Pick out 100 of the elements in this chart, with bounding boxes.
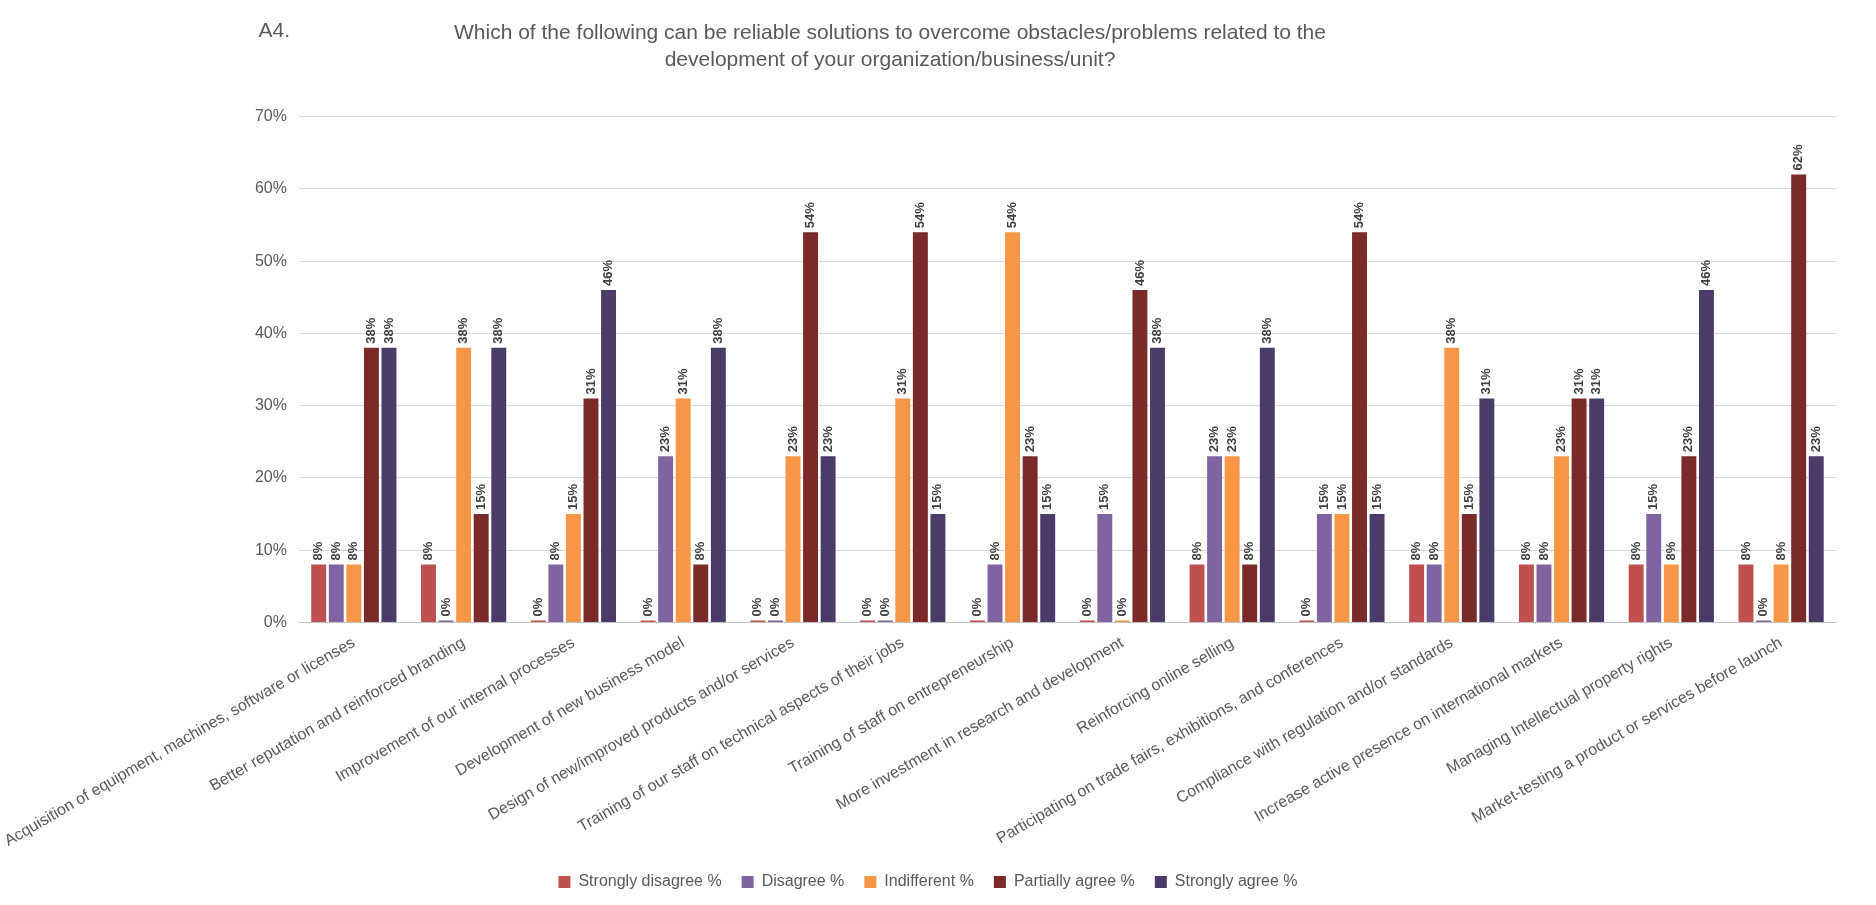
data-label: 8% <box>1627 541 1643 561</box>
data-label: 0% <box>767 597 783 617</box>
data-label: 0% <box>1078 597 1094 617</box>
bar <box>491 347 507 622</box>
data-label: 31% <box>1588 367 1604 395</box>
data-label: 0% <box>639 597 655 617</box>
bar <box>421 564 436 622</box>
bar <box>1189 564 1205 622</box>
bar <box>1738 564 1754 622</box>
bar <box>1022 456 1038 622</box>
bar <box>1040 514 1056 622</box>
bar <box>1808 456 1824 622</box>
bar <box>820 456 836 622</box>
bar <box>1259 347 1275 622</box>
bar <box>328 564 344 622</box>
data-label: 0% <box>876 597 892 617</box>
data-label: 46% <box>1131 259 1147 287</box>
data-label: 38% <box>455 317 471 344</box>
bar <box>548 564 564 622</box>
data-label: 8% <box>986 541 1002 561</box>
data-label: 8% <box>1535 541 1551 561</box>
legend-label: Strongly disagree % <box>578 872 722 890</box>
data-label: 8% <box>1517 541 1533 561</box>
data-label: 0% <box>1113 597 1129 617</box>
bar <box>1554 456 1569 622</box>
bar <box>710 347 726 622</box>
data-label: 31% <box>894 367 910 395</box>
bar <box>1646 514 1662 622</box>
data-label: 8% <box>1241 541 1257 561</box>
legend-label: Disagree % <box>761 872 845 890</box>
bar <box>1150 347 1165 622</box>
bar <box>1773 564 1789 622</box>
data-label: 8% <box>1425 541 1441 561</box>
data-label: 15% <box>1645 483 1661 510</box>
y-tick-label: 60% <box>254 179 287 197</box>
data-label: 46% <box>1698 259 1714 287</box>
bar <box>1369 514 1385 622</box>
data-label: 8% <box>547 541 563 561</box>
data-label: 15% <box>1039 483 1055 510</box>
data-label: 0% <box>529 597 545 617</box>
bar <box>930 514 946 622</box>
data-label: 23% <box>1223 425 1239 453</box>
bar <box>1097 514 1113 622</box>
data-label: 0% <box>437 597 453 617</box>
bar <box>693 564 709 622</box>
bar <box>803 232 819 622</box>
data-label: 54% <box>911 201 927 229</box>
bar <box>1224 456 1240 622</box>
data-label: 62% <box>1790 143 1806 171</box>
bar <box>1698 290 1714 622</box>
y-tick-label: 50% <box>254 251 287 269</box>
data-label: 23% <box>1206 425 1222 453</box>
data-label: 15% <box>1333 483 1349 510</box>
data-label: 8% <box>310 541 326 561</box>
legend-label: Indifferent % <box>884 872 974 890</box>
data-label: 31% <box>674 367 690 395</box>
data-label: 38% <box>709 317 725 344</box>
bar <box>1316 514 1332 622</box>
data-label: 23% <box>819 425 835 453</box>
legend-label: Strongly agree % <box>1174 872 1298 890</box>
data-label: 31% <box>582 367 598 395</box>
bar <box>1461 514 1477 622</box>
data-label: 38% <box>1443 317 1459 344</box>
data-label: 54% <box>1004 201 1020 229</box>
bar <box>1242 564 1258 622</box>
bar <box>785 456 801 622</box>
data-label: 15% <box>1096 483 1112 510</box>
y-tick-label: 0% <box>263 612 287 630</box>
bar <box>565 514 581 622</box>
bar <box>658 456 674 622</box>
bar <box>456 347 472 622</box>
y-tick-label: 10% <box>254 540 287 558</box>
bar <box>1426 564 1442 622</box>
chart-subtitle: Which of the following can be reliable solutions to overcome obstacles/problems related to the development of your organization/business/unit? <box>453 19 1327 73</box>
data-label: 38% <box>1149 317 1165 344</box>
bar <box>1005 232 1021 622</box>
data-label: 8% <box>1188 541 1204 561</box>
data-label: 8% <box>692 541 708 561</box>
data-label: 0% <box>1755 597 1771 617</box>
bar <box>1444 347 1460 622</box>
y-tick-label: 40% <box>254 323 287 341</box>
data-label: 15% <box>929 483 945 510</box>
y-tick-label: 30% <box>254 396 287 414</box>
bar <box>1132 290 1148 622</box>
bar <box>381 347 397 622</box>
data-label: 15% <box>1315 483 1331 510</box>
data-label: 38% <box>362 317 378 344</box>
data-label: 23% <box>1553 425 1569 453</box>
data-label: 0% <box>969 597 985 617</box>
chart-title: A4. <box>257 18 291 42</box>
data-label: 0% <box>1298 597 1314 617</box>
y-tick-label: 20% <box>254 468 287 486</box>
data-label: 38% <box>380 317 396 344</box>
data-label: 38% <box>1258 317 1274 344</box>
data-label: 46% <box>600 259 616 287</box>
bar <box>583 398 599 622</box>
bar <box>346 564 362 622</box>
bar <box>1409 564 1425 622</box>
data-label: 54% <box>1351 201 1367 229</box>
y-tick-label: 70% <box>254 107 287 125</box>
